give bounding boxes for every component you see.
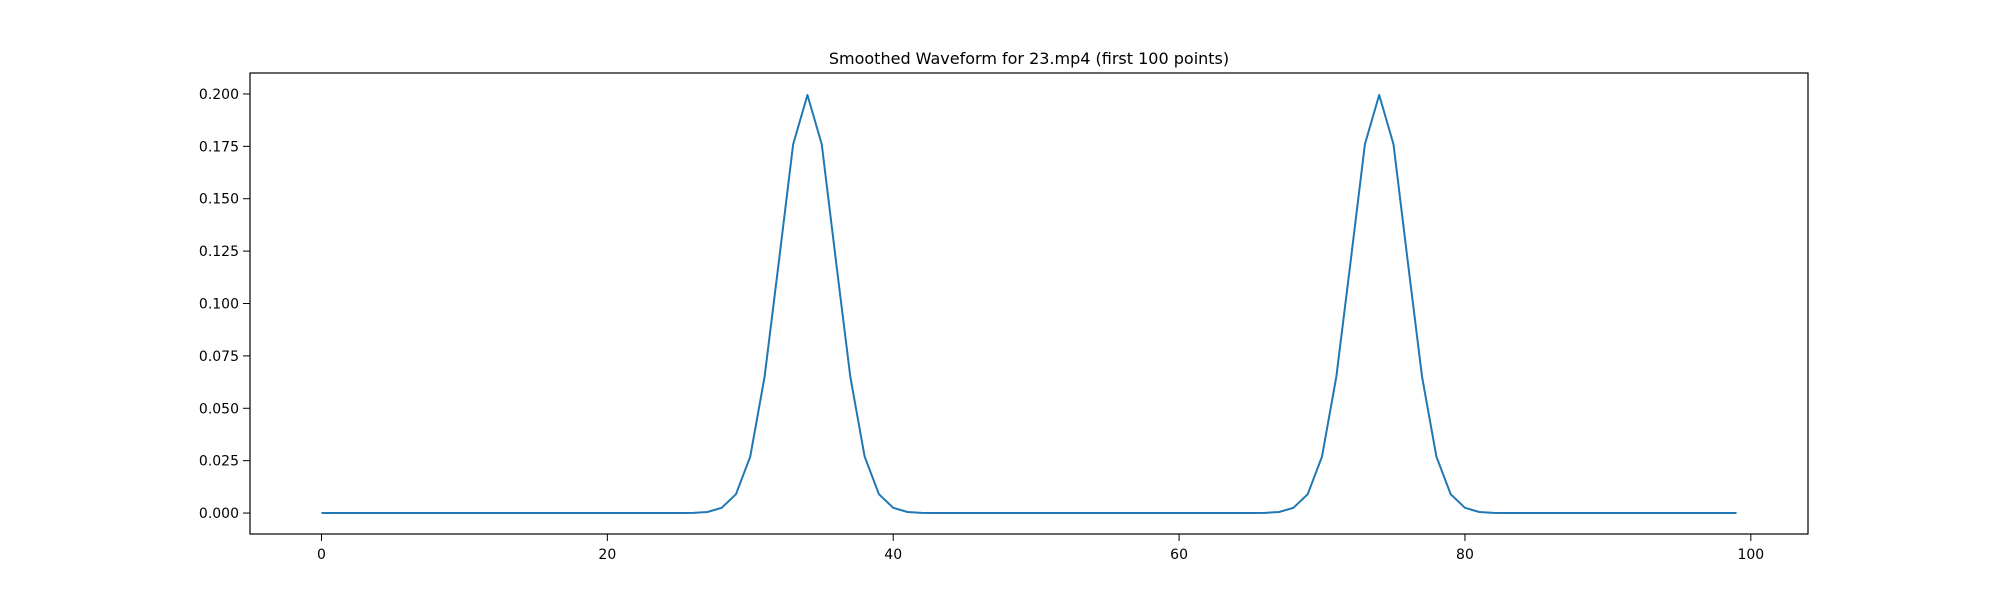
x-tick-label: 0	[317, 547, 326, 563]
x-tick-label: 40	[884, 547, 902, 563]
x-tick-label: 80	[1456, 547, 1474, 563]
y-tick-label: 0.125	[199, 244, 239, 260]
y-tick-label: 0.075	[199, 349, 239, 365]
y-tick-label: 0.100	[199, 297, 239, 313]
plot-area	[321, 94, 1737, 515]
chart-title: Smoothed Waveform for 23.mp4 (first 100 …	[829, 49, 1229, 68]
plot-frame	[249, 72, 1809, 535]
y-axis: 0.000 0.025 0.050 0.075 0.100 0.125 0.150 0.175…	[199, 87, 250, 522]
x-axis: 0 20 40 60 80 100	[317, 534, 1764, 563]
x-tick-label: 20	[598, 547, 616, 563]
y-tick-label: 0.175	[199, 139, 239, 155]
y-tick-label: 0.025	[199, 454, 239, 470]
x-tick-label: 100	[1737, 547, 1764, 563]
y-tick-label: 0.200	[199, 87, 239, 103]
y-tick-label: 0.000	[199, 506, 239, 522]
y-tick-label: 0.050	[199, 401, 239, 417]
y-tick-label: 0.150	[199, 192, 239, 208]
series-line	[321, 94, 1737, 515]
x-tick-label: 60	[1170, 547, 1188, 563]
